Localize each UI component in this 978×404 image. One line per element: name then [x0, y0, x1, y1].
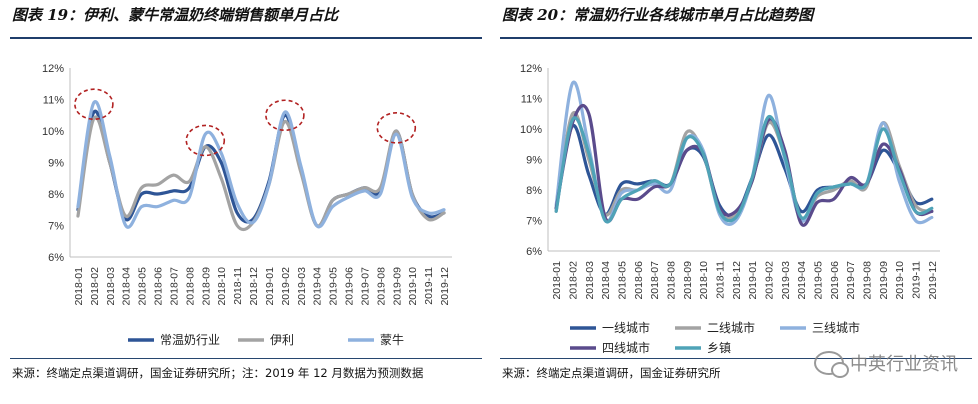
x-tick-label: 2018-11 [715, 261, 727, 299]
x-tick-label: 2019-04 [796, 261, 808, 300]
series-line [554, 115, 934, 224]
x-tick-label: 2018-12 [731, 261, 743, 300]
highlight-circle [376, 112, 417, 144]
chart-panel-right: 图表 20：常温奶行业各线城市单月占比趋势图 6% 7% 8% 9% 10% 11% 12%… [490, 0, 978, 404]
x-tick-label: 2019-09 [878, 261, 890, 300]
x-tick-label: 2018-03 [105, 267, 117, 306]
x-tick-label: 2019-02 [764, 261, 776, 300]
x-tick-label: 2019-12 [927, 261, 939, 300]
source-note: 来源：终端定点渠道调研，国金证券研究所 [502, 366, 721, 380]
x-tick-label: 2019-02 [280, 267, 292, 306]
y-tick-label: 12% [520, 63, 542, 75]
line-chart-brand-share: 6% 7% 8% 9% 10% 11% 12% 2018-01 2018-02 2018-03 20… [42, 63, 452, 347]
highlight-circle [265, 99, 305, 132]
chart-panel-left: 图表 19：伊利、蒙牛常温奶终端销售额单月占比 6% 7% 8% 9% 10% 11% 12… [0, 0, 488, 404]
x-tick-label: 2018-03 [584, 261, 596, 300]
y-tick-label: 7% [48, 221, 64, 233]
y-tick-label: 9% [526, 155, 542, 167]
x-tick-label: 2018-04 [600, 261, 612, 300]
chart-title: 图表 20：常温奶行业各线城市单月占比趋势图 [502, 6, 814, 24]
x-tick-label: 2018-01 [73, 267, 85, 306]
x-tick-label: 2019-06 [829, 261, 841, 300]
x-tick-label: 2018-10 [698, 261, 710, 300]
x-tick-label: 2019-06 [344, 267, 356, 306]
highlight-circle [185, 124, 226, 157]
x-tick-label: 2018-08 [666, 261, 678, 300]
x-tick-label: 2018-09 [682, 261, 694, 300]
x-tick-label: 2019-01 [264, 267, 276, 306]
x-tick-label: 2018-07 [649, 261, 661, 300]
x-tick-label: 2018-08 [184, 267, 196, 306]
legend-label: 伊利 [270, 333, 294, 347]
legend-label: 一线城市 [602, 320, 650, 335]
y-tick-label: 8% [48, 189, 64, 201]
y-tick-label: 6% [526, 246, 542, 258]
y-tick-label: 7% [526, 216, 542, 228]
watermark: 中英行业资讯 [814, 350, 958, 378]
x-tick-label: 2018-12 [248, 267, 260, 306]
wechat-icon [814, 351, 849, 378]
x-tick-label: 2019-10 [894, 261, 906, 300]
watermark-text: 中英行业资讯 [850, 354, 958, 375]
title-rule [500, 37, 972, 39]
legend-label: 二线城市 [707, 320, 755, 335]
x-tick-label: 2019-01 [747, 261, 759, 300]
legend-label: 常温奶行业 [160, 333, 220, 347]
x-tick-label: 2018-06 [633, 261, 645, 300]
source-rule [500, 358, 972, 359]
x-tick-label: 2019-10 [407, 267, 419, 306]
legend-label: 三线城市 [812, 320, 860, 335]
x-tick-label: 2019-09 [391, 267, 403, 306]
highlight-circle [74, 88, 114, 121]
line-chart-city-tier-share: 6% 7% 8% 9% 10% 11% 12% 2018-01 2018-02 2018-03 20… [520, 63, 940, 355]
x-tick-label: 2019-08 [375, 267, 387, 306]
x-tick-label: 2019-05 [813, 261, 825, 300]
x-tick-label: 2019-05 [328, 267, 340, 306]
x-tick-label: 2018-11 [232, 267, 244, 305]
y-tick-label: 12% [42, 63, 64, 75]
y-tick-label: 10% [42, 126, 64, 138]
x-tick-label: 2018-04 [121, 267, 133, 306]
x-tick-label: 2018-02 [568, 261, 580, 300]
x-tick-label: 2019-12 [439, 267, 451, 306]
x-tick-label: 2018-07 [168, 267, 180, 306]
x-tick-label: 2018-10 [216, 267, 228, 306]
chart-title: 图表 19：伊利、蒙牛常温奶终端销售额单月占比 [12, 6, 339, 24]
x-tick-label: 2019-07 [359, 267, 371, 306]
x-tick-label: 2019-07 [845, 261, 857, 300]
y-tick-label: 8% [526, 185, 542, 197]
x-tick-label: 2018-02 [89, 267, 101, 306]
y-tick-label: 11% [43, 95, 64, 107]
source-note: 来源：终端定点渠道调研，国金证券研究所；注：2019 年 12 月数据为预测数据 [12, 366, 424, 380]
x-tick-label: 2018-06 [153, 267, 165, 306]
y-tick-label: 9% [48, 158, 64, 170]
x-tick-label: 2019-04 [312, 267, 324, 306]
x-tick-label: 2018-05 [137, 267, 149, 306]
legend-label: 四线城市 [602, 340, 650, 355]
source-rule [10, 358, 482, 359]
y-tick-label: 6% [48, 252, 64, 264]
x-tick-label: 2018-01 [551, 261, 563, 300]
y-tick-label: 11% [521, 94, 542, 106]
x-tick-label: 2019-08 [862, 261, 874, 300]
x-tick-label: 2019-11 [423, 267, 435, 305]
x-tick-label: 2019-11 [911, 261, 923, 299]
x-tick-label: 2019-03 [296, 267, 308, 306]
title-rule [10, 37, 482, 39]
legend-label: 蒙牛 [380, 332, 404, 347]
x-tick-label: 2019-03 [780, 261, 792, 300]
x-tick-label: 2018-05 [617, 261, 629, 300]
series-line [76, 100, 446, 229]
x-tick-label: 2018-09 [200, 267, 212, 306]
legend-label: 乡镇 [707, 341, 731, 355]
y-tick-label: 10% [520, 124, 542, 136]
